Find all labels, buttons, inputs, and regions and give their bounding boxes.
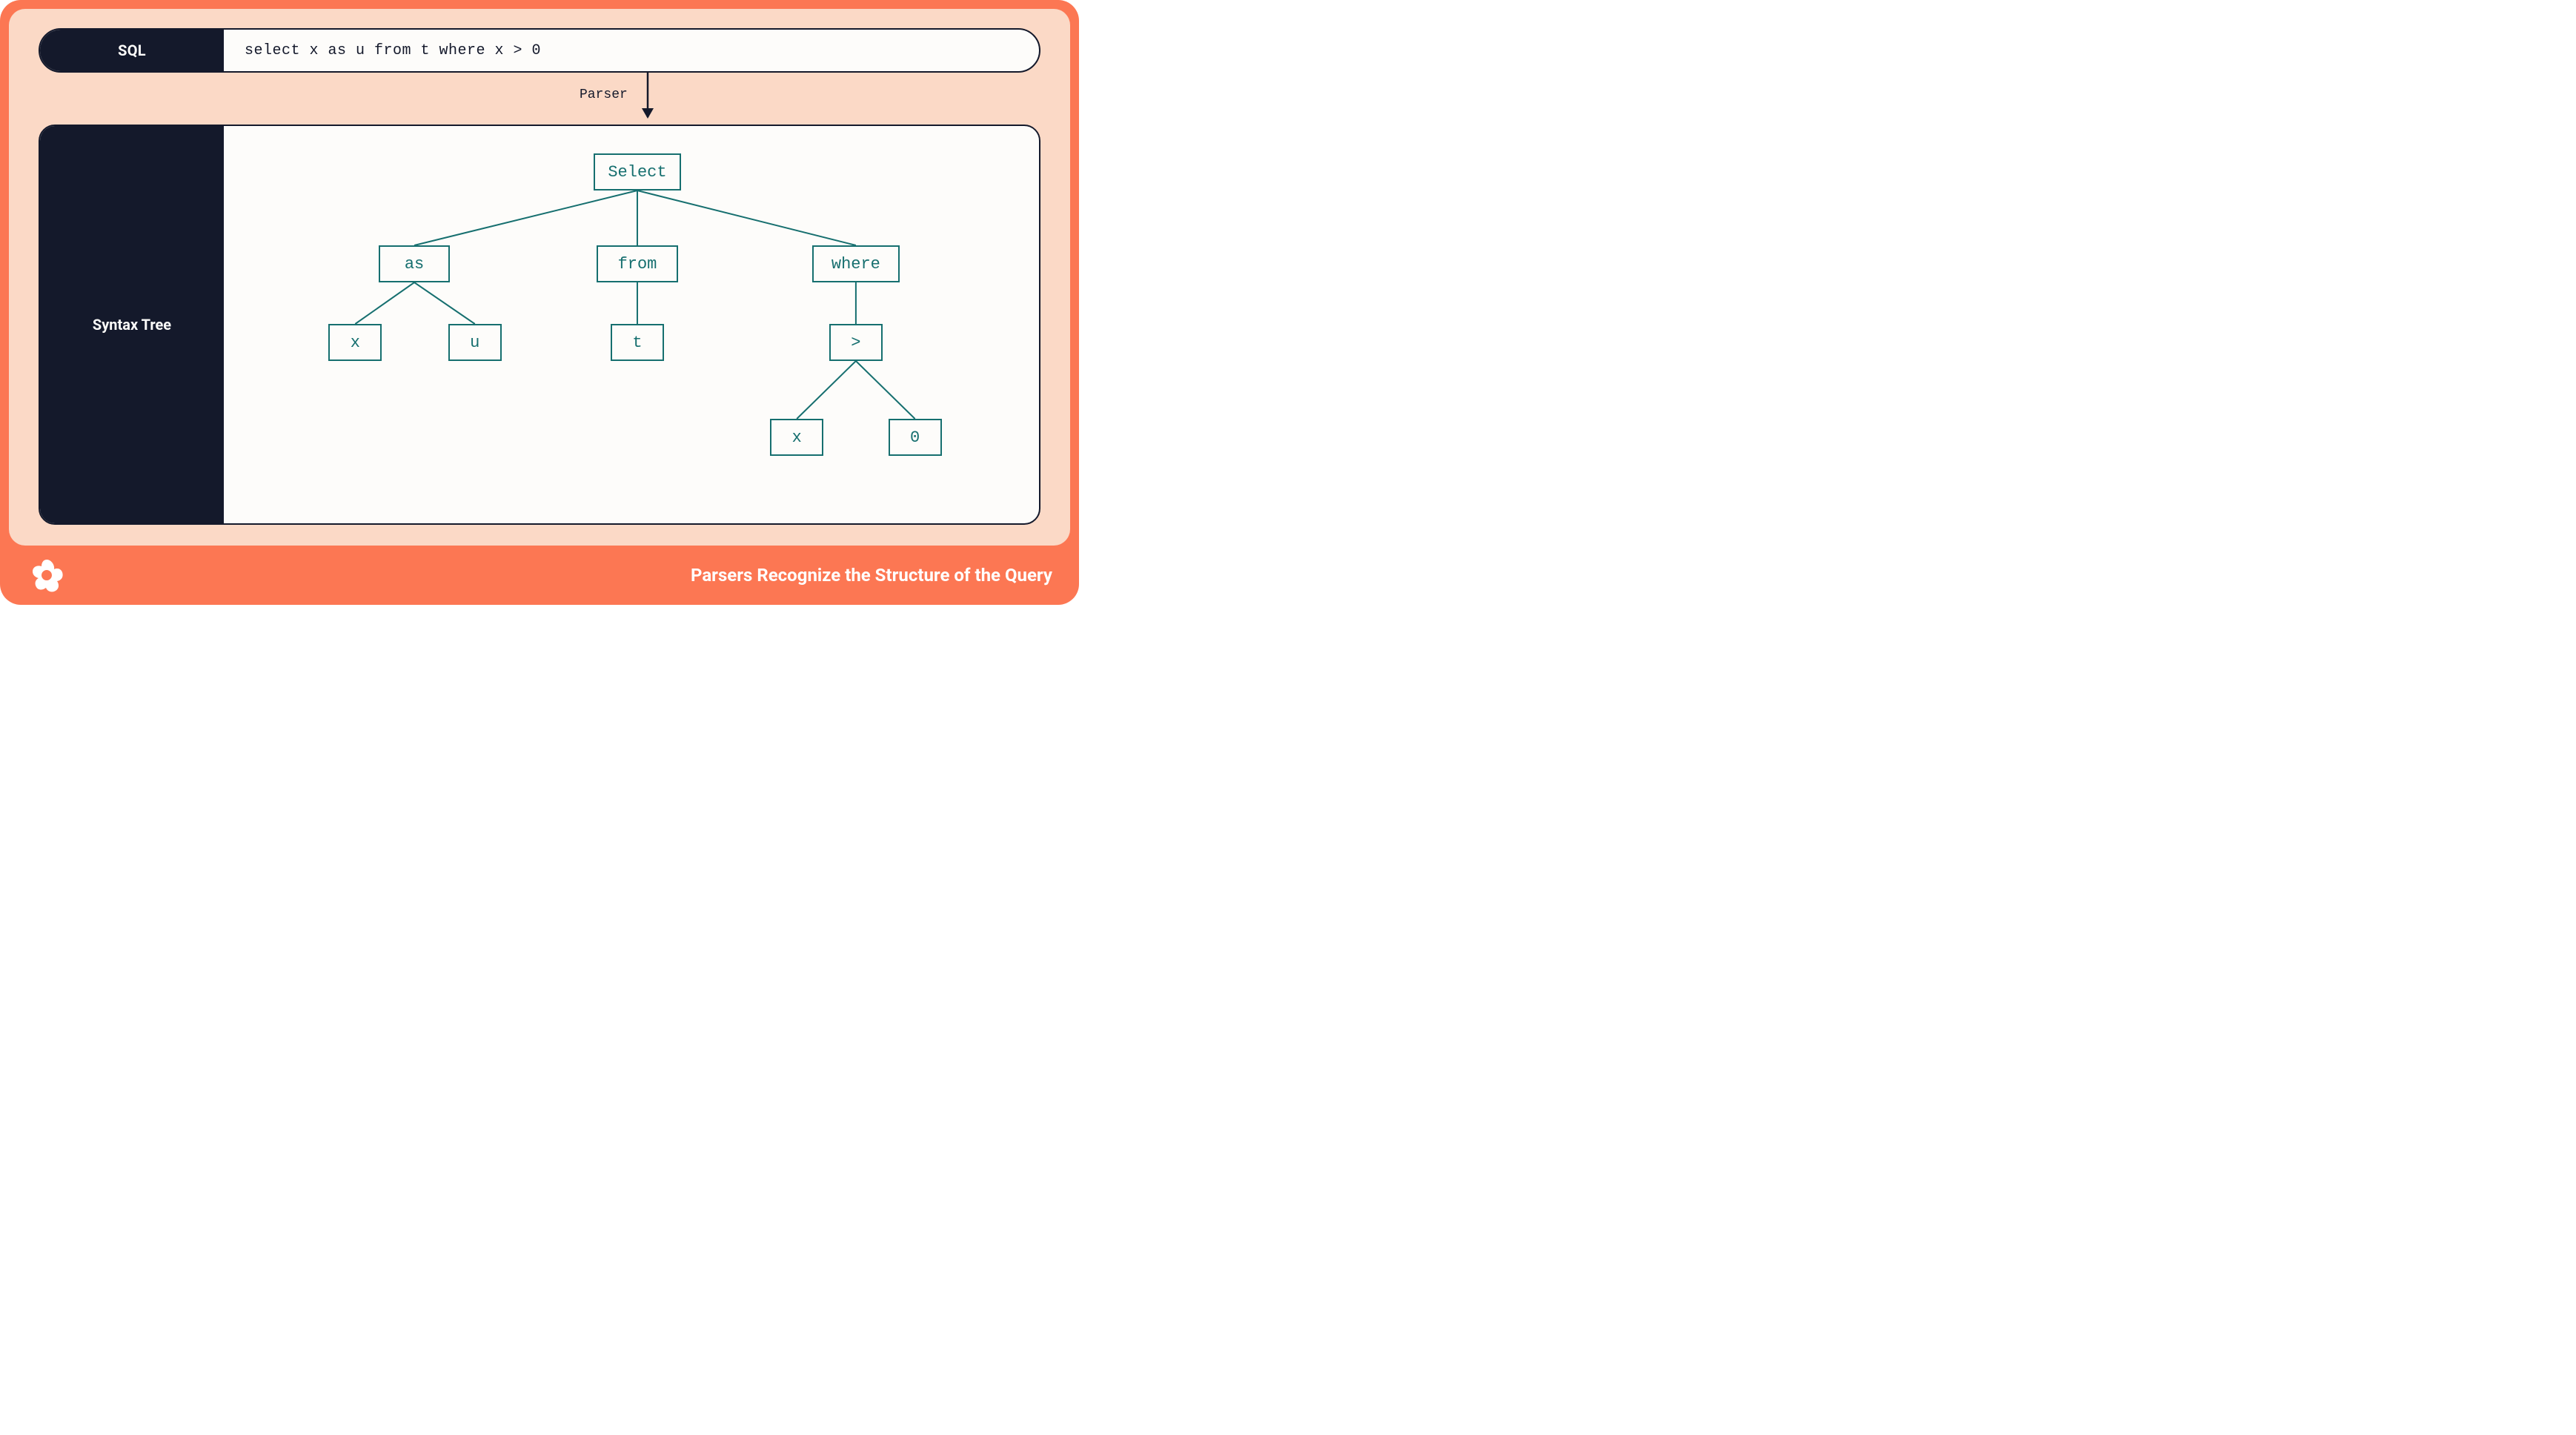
tree-node-u: u	[448, 324, 502, 361]
tree-node-from: from	[597, 245, 678, 282]
parser-arrow-region: Parser	[39, 73, 1040, 125]
sql-row: SQL select x as u from t where x > 0	[39, 28, 1040, 73]
parser-label: Parser	[580, 87, 628, 102]
tree-node-where: where	[812, 245, 900, 282]
logo-icon	[27, 555, 67, 595]
diagram-frame: SQL select x as u from t where x > 0 Par…	[0, 0, 1079, 605]
tree-node-t: t	[611, 324, 664, 361]
tree-node-as: as	[379, 245, 450, 282]
footer-bar: Parsers Recognize the Structure of the Q…	[0, 546, 1079, 605]
sql-label: SQL	[40, 30, 224, 71]
tree-node-x2: x	[770, 419, 823, 456]
tree-node-zero: 0	[889, 419, 942, 456]
parser-arrow	[39, 73, 1058, 125]
syntax-tree-panel: Syntax Tree Select as from where x u t > x 0	[39, 125, 1040, 525]
syntax-tree-label: Syntax Tree	[40, 126, 224, 523]
tree-node-select: Select	[594, 153, 681, 190]
syntax-tree-canvas: Select as from where x u t > x 0	[224, 126, 1039, 523]
inner-panel: SQL select x as u from t where x > 0 Par…	[9, 9, 1070, 546]
sql-code: select x as u from t where x > 0	[224, 30, 1039, 71]
tree-node-gt: >	[829, 324, 883, 361]
footer-title: Parsers Recognize the Structure of the Q…	[691, 565, 1052, 586]
tree-node-x1: x	[328, 324, 382, 361]
